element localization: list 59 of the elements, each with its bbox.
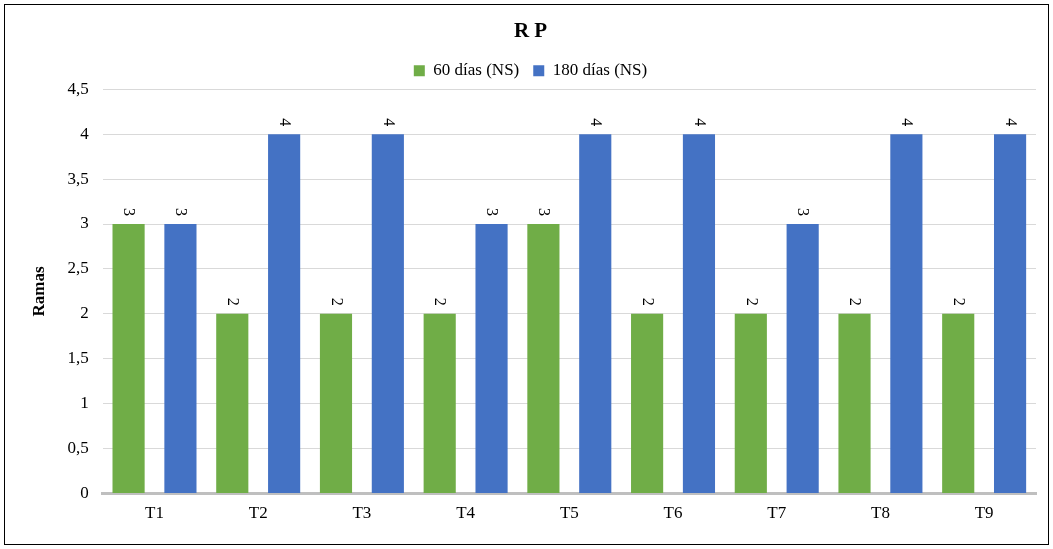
bar bbox=[423, 313, 456, 494]
data-label: 3 bbox=[536, 208, 554, 216]
bar bbox=[475, 224, 508, 494]
data-label: 3 bbox=[795, 208, 813, 216]
y-tick-label: 2,5 bbox=[67, 258, 89, 278]
data-label: 4 bbox=[691, 118, 709, 127]
bar bbox=[890, 134, 923, 494]
data-label: 2 bbox=[432, 297, 450, 306]
bar bbox=[527, 224, 560, 494]
x-tick-label: T2 bbox=[248, 503, 268, 523]
x-tick-label: T8 bbox=[871, 503, 890, 523]
bar bbox=[319, 313, 353, 494]
y-tick-label: 1 bbox=[80, 393, 89, 413]
data-label: 2 bbox=[225, 297, 243, 306]
x-tick-label: T9 bbox=[974, 503, 994, 523]
y-tick-label: 1,5 bbox=[67, 348, 89, 368]
bar bbox=[112, 224, 145, 494]
bar bbox=[994, 134, 1027, 494]
x-tick-label: T4 bbox=[456, 503, 476, 523]
bar bbox=[838, 313, 871, 494]
bar bbox=[942, 313, 975, 494]
y-axis-title: Ramas bbox=[28, 265, 48, 317]
x-tick-label: T6 bbox=[663, 503, 683, 523]
y-tick-label: 3 bbox=[80, 213, 89, 233]
x-tick-label: T5 bbox=[559, 503, 579, 523]
bar bbox=[216, 313, 249, 494]
data-label: 2 bbox=[328, 297, 346, 306]
y-tick-label: 4 bbox=[80, 123, 90, 143]
data-label: 2 bbox=[639, 297, 657, 306]
bar bbox=[682, 134, 716, 494]
data-label: 3 bbox=[484, 208, 502, 216]
bar bbox=[734, 313, 767, 494]
data-label: 2 bbox=[743, 297, 761, 306]
bar bbox=[786, 224, 819, 494]
x-tick-label: T7 bbox=[767, 503, 787, 523]
legend-label: 60 días (NS) bbox=[433, 60, 520, 80]
bar bbox=[268, 134, 301, 494]
chart-title: R P bbox=[513, 18, 548, 43]
legend-label: 180 días (NS) bbox=[552, 60, 648, 80]
data-label: 3 bbox=[121, 208, 139, 216]
x-tick-label: T1 bbox=[145, 503, 164, 523]
data-label: 4 bbox=[1002, 118, 1020, 127]
data-label: 4 bbox=[380, 118, 398, 127]
data-label: 4 bbox=[899, 118, 917, 127]
bar bbox=[579, 134, 612, 494]
bar bbox=[371, 134, 404, 494]
data-label: 2 bbox=[847, 297, 865, 306]
y-tick-label: 0,5 bbox=[67, 438, 89, 458]
bar bbox=[631, 313, 664, 494]
x-tick-label: T3 bbox=[352, 503, 372, 523]
data-label: 3 bbox=[173, 208, 191, 216]
data-label: 4 bbox=[588, 118, 606, 127]
y-tick-label: 3,5 bbox=[67, 168, 89, 188]
data-label: 4 bbox=[276, 118, 294, 127]
data-label: 2 bbox=[951, 297, 969, 306]
y-tick-label: 2 bbox=[80, 303, 89, 323]
y-tick-label: 4,5 bbox=[67, 78, 89, 98]
y-tick-label: 0 bbox=[80, 483, 89, 503]
bar bbox=[164, 224, 197, 494]
